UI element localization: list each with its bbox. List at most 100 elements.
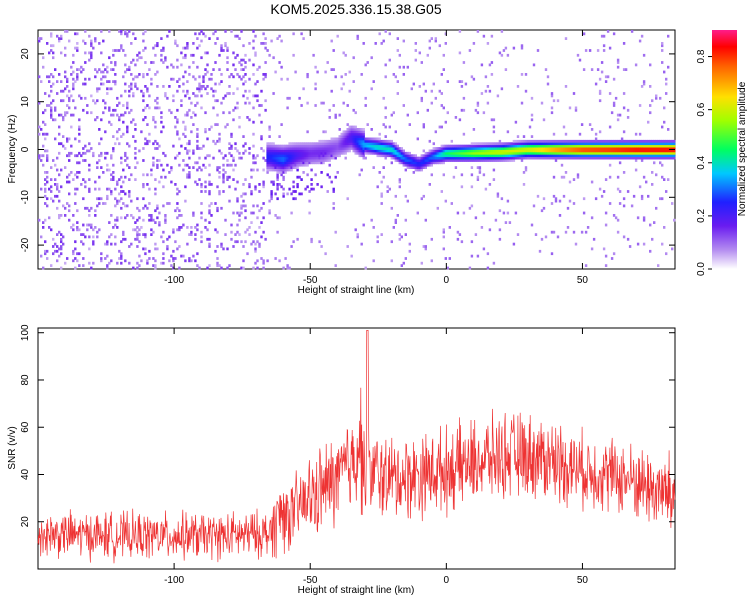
colorbar-label: Normalized spectral amplitude — [737, 81, 748, 216]
spectrogram-cell — [608, 151, 612, 155]
spectrogram-cell — [276, 166, 279, 169]
spectrogram-cell — [68, 173, 71, 177]
spectrogram-cell — [588, 156, 592, 160]
spectrogram-cell — [60, 214, 63, 217]
spectrogram-cell — [226, 247, 229, 251]
spectrogram-cell — [416, 137, 419, 141]
spectrogram-cell — [54, 118, 57, 122]
spectrogram-cell — [438, 89, 441, 93]
spectrogram-cell — [272, 149, 275, 153]
spectrogram-cell — [326, 142, 329, 146]
spectrogram-cell — [178, 77, 181, 81]
spectrogram-cell — [118, 116, 121, 119]
spectrogram-cell — [148, 106, 151, 110]
spectrogram-cell — [296, 156, 299, 160]
spectrogram-cell — [468, 144, 472, 148]
spectrogram-cell — [106, 194, 109, 198]
spectrogram-cell — [628, 151, 632, 155]
spectrogram-cell — [262, 73, 265, 76]
spectrogram-cell — [258, 245, 261, 248]
spectrogram-cell — [600, 154, 604, 158]
spectrogram-cell — [328, 154, 331, 158]
spectrogram-cell — [424, 154, 427, 158]
spectrogram-cell — [638, 144, 642, 148]
spectrogram-cell — [446, 147, 449, 150]
spectrogram-cell — [486, 85, 490, 88]
spectrogram-cell — [536, 151, 540, 155]
spectrogram-cell — [360, 73, 363, 76]
spectrogram-cell — [98, 142, 101, 146]
spectrogram-cell — [186, 80, 189, 83]
spectrogram-cell — [474, 233, 478, 236]
spectrogram-cell — [584, 147, 588, 150]
spectrogram-cell — [176, 118, 179, 122]
spectrogram-cell — [150, 61, 153, 64]
spectrogram-cell — [334, 175, 337, 179]
spectrogram-cell — [100, 154, 103, 158]
spectrogram-cell — [663, 70, 666, 74]
spectrogram-cell — [310, 237, 313, 241]
spectrogram-cell — [192, 166, 195, 169]
spectrogram-cell — [308, 161, 311, 165]
spectrogram-cell — [398, 53, 401, 57]
spectrogram-cell — [502, 154, 506, 158]
spectrogram-cell — [134, 156, 137, 160]
spectrogram-cell — [548, 151, 552, 155]
spectrogram-cell — [224, 233, 227, 236]
spectrogram-cell — [604, 80, 608, 83]
spectrogram-cell — [610, 139, 614, 143]
spectrogram-cell — [318, 156, 321, 160]
spectrogram-cell — [226, 178, 229, 181]
spectrogram-cell — [278, 183, 281, 186]
spectrogram-cell — [236, 197, 239, 201]
spectrogram-cell — [158, 180, 161, 184]
spectrogram-cell — [232, 168, 235, 172]
spectrogram-cell — [620, 154, 624, 158]
spectrogram-cell — [184, 46, 187, 50]
spectrogram-cell — [300, 163, 303, 167]
spectrogram-cell — [608, 149, 612, 153]
spectrogram-cell — [422, 154, 425, 158]
spectrogram-cell — [278, 151, 281, 155]
spectrogram-cell — [172, 65, 175, 69]
spectrogram-cell — [146, 73, 149, 76]
spectrogram-cell — [264, 237, 267, 241]
spectrogram-cell — [504, 68, 508, 71]
spectrogram-cell — [318, 142, 321, 146]
spectrogram-cell — [524, 73, 528, 76]
spectrogram-cell — [90, 53, 93, 57]
spectrogram-cell — [132, 58, 135, 62]
spectrogram-cell — [360, 128, 363, 131]
spectrogram-cell — [370, 142, 373, 146]
spectrogram-cell — [312, 161, 315, 165]
spectrogram-cell — [288, 266, 291, 270]
spectrogram-cell — [52, 99, 55, 103]
spectrogram-cell — [460, 151, 464, 155]
spectrogram-cell — [580, 147, 584, 150]
spectrogram-cell — [202, 75, 205, 79]
spectrogram-cell — [649, 149, 652, 153]
spectrogram-cell — [528, 142, 532, 146]
spectrogram-cell — [208, 77, 211, 81]
spectrogram-cell — [116, 183, 119, 186]
spectrogram-cell — [50, 113, 53, 117]
spectrogram-cell — [566, 226, 570, 229]
spectrogram-cell — [288, 163, 291, 167]
spectrogram-cell — [645, 139, 648, 143]
spectrogram-cell — [196, 87, 199, 91]
spectrogram-cell — [248, 118, 251, 122]
spectrogram-cell — [266, 168, 269, 172]
spectrogram-cell — [554, 139, 558, 143]
spectrogram-cell — [66, 30, 69, 33]
spectrogram-cell — [70, 151, 73, 155]
spectrogram-cell — [320, 144, 323, 148]
spectrogram-cell — [374, 151, 377, 155]
spectrogram-cell — [48, 187, 51, 191]
spectrogram-cell — [606, 149, 610, 153]
spectrogram-cell — [126, 34, 129, 38]
spectrogram-cell — [626, 147, 630, 150]
spectrogram-cell — [306, 130, 309, 134]
spectrogram-cell — [42, 163, 45, 167]
spectrogram-cell — [312, 142, 315, 146]
spectrogram-cell — [292, 154, 295, 158]
